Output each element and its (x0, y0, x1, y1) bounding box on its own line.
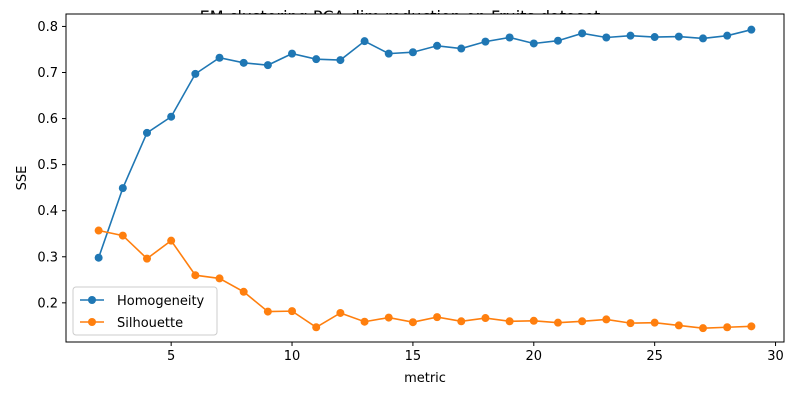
data-point-homogeneity (142, 128, 151, 137)
data-point-homogeneity (167, 112, 176, 121)
data-point-homogeneity (602, 33, 611, 42)
x-tick-label: 20 (526, 349, 543, 364)
data-point-silhouette (433, 313, 442, 322)
legend-swatch-marker (88, 296, 96, 304)
data-point-silhouette (239, 287, 248, 296)
data-point-silhouette (553, 318, 562, 327)
x-tick-label: 5 (167, 349, 175, 364)
data-point-homogeneity (215, 53, 224, 62)
data-point-silhouette (578, 317, 587, 326)
y-axis-label: SSE (15, 166, 30, 191)
data-point-homogeneity (578, 29, 587, 38)
data-point-silhouette (360, 317, 369, 326)
data-point-homogeneity (312, 55, 321, 64)
data-point-silhouette (312, 323, 321, 332)
data-point-silhouette (191, 271, 200, 280)
data-point-homogeneity (650, 33, 659, 42)
series-line-silhouette (98, 229, 752, 329)
data-point-silhouette (626, 319, 635, 328)
x-axis-label: metric (404, 371, 446, 386)
y-tick-label: 0.2 (37, 296, 58, 311)
legend-swatch-marker (88, 318, 96, 326)
data-point-homogeneity (626, 31, 635, 40)
data-point-silhouette (481, 314, 490, 323)
data-point-homogeneity (457, 44, 466, 53)
series-layer (94, 25, 756, 333)
data-point-silhouette (167, 236, 176, 245)
x-tick-label: 15 (405, 349, 422, 364)
x-axis: 5 10 15 20 25 30 (167, 342, 784, 364)
y-tick-label: 0.6 (37, 112, 58, 127)
data-point-silhouette (336, 308, 345, 317)
data-point-homogeneity (747, 25, 756, 34)
data-point-silhouette (505, 317, 514, 326)
x-tick-label: 25 (646, 349, 663, 364)
data-point-silhouette (699, 324, 708, 333)
legend-label: Silhouette (117, 316, 183, 331)
data-point-homogeneity (674, 32, 683, 41)
y-tick-label: 0.3 (37, 250, 58, 265)
legend-label: Homogeneity (117, 294, 205, 309)
data-point-homogeneity (408, 48, 417, 57)
data-point-homogeneity (94, 253, 103, 262)
data-point-homogeneity (384, 49, 393, 58)
data-point-silhouette (288, 307, 297, 316)
data-point-silhouette (602, 315, 611, 324)
data-point-silhouette (674, 321, 683, 330)
data-point-silhouette (457, 317, 466, 326)
series-line-homogeneity (97, 28, 752, 258)
data-point-silhouette (529, 316, 538, 325)
data-point-homogeneity (723, 31, 732, 40)
data-point-silhouette (650, 318, 659, 327)
data-point-homogeneity (360, 37, 369, 46)
data-point-silhouette (215, 274, 224, 283)
data-point-homogeneity (191, 69, 200, 78)
data-point-homogeneity (529, 39, 538, 48)
data-point-silhouette (384, 313, 393, 322)
x-tick-label: 10 (284, 349, 301, 364)
x-tick-label: 30 (767, 349, 784, 364)
y-tick-label: 0.8 (37, 20, 58, 35)
data-point-homogeneity (239, 58, 248, 67)
data-point-silhouette (94, 226, 103, 235)
data-point-silhouette (723, 323, 732, 332)
data-point-silhouette (118, 231, 127, 240)
data-point-homogeneity (481, 37, 490, 46)
data-point-silhouette (263, 307, 272, 316)
data-point-homogeneity (553, 36, 562, 45)
y-tick-label: 0.4 (37, 204, 58, 219)
legend-items: Homogeneity Silhouette (80, 294, 205, 331)
data-point-homogeneity (263, 61, 272, 70)
data-point-homogeneity (505, 33, 514, 42)
data-point-homogeneity (288, 49, 297, 58)
legend-frame (72, 286, 218, 336)
legend: Homogeneity Silhouette (72, 286, 218, 336)
data-point-homogeneity (699, 34, 708, 43)
y-tick-label: 0.7 (37, 66, 58, 81)
y-tick-label: 0.5 (37, 158, 58, 173)
data-point-silhouette (142, 254, 151, 263)
plot-frame (65, 13, 785, 343)
data-point-homogeneity (336, 56, 345, 65)
y-axis: 0.2 0.3 0.4 0.5 0.6 0.7 0.8 (37, 20, 66, 311)
data-point-homogeneity (433, 41, 442, 50)
data-point-silhouette (747, 322, 756, 331)
data-point-silhouette (408, 318, 417, 327)
data-point-homogeneity (118, 184, 127, 193)
